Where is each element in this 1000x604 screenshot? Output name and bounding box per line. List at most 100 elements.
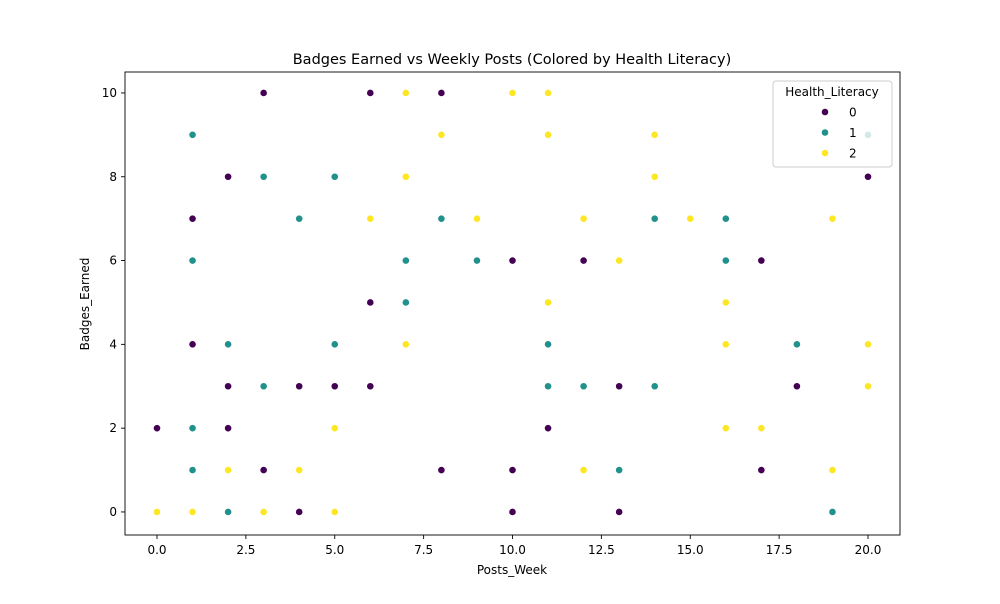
scatter-point <box>188 424 197 433</box>
scatter-point <box>721 340 730 349</box>
scatter-point <box>330 382 339 391</box>
scatter-point <box>401 89 410 97</box>
scatter-point <box>153 424 161 433</box>
scatter-point <box>544 340 552 349</box>
scatter-point <box>650 130 659 139</box>
scatter-point <box>473 256 481 265</box>
legend-title: Health_Literacy <box>785 85 879 99</box>
scatter-point <box>401 172 410 181</box>
x-axis-label: Posts_Week <box>477 563 547 577</box>
scatter-point <box>259 89 268 97</box>
scatter-point <box>330 340 339 349</box>
scatter-point <box>828 466 837 474</box>
scatter-point <box>259 466 268 474</box>
scatter-point <box>437 130 446 139</box>
scatter-point <box>828 214 837 223</box>
scatter-point <box>864 382 872 391</box>
x-axis-ticks: 0.0 2.5 5.0 7.5 10.0 12.5 15.0 17.5 20.0 <box>147 535 881 557</box>
scatter-point <box>295 382 304 391</box>
legend-marker <box>821 108 829 116</box>
scatter-point <box>153 508 161 516</box>
scatter-point <box>721 424 730 433</box>
x-tick-label: 5.0 <box>325 543 344 557</box>
scatter-point <box>366 214 375 223</box>
scatter-point <box>508 508 517 516</box>
legend-label: 0 <box>849 106 857 120</box>
scatter-point <box>259 172 268 181</box>
scatter-point <box>721 298 730 307</box>
x-tick-label: 12.5 <box>588 543 615 557</box>
chart-title: Badges Earned vs Weekly Posts (Colored b… <box>293 52 732 68</box>
scatter-point <box>864 340 872 349</box>
legend-label: 1 <box>849 126 857 140</box>
y-tick-label: 4 <box>109 337 117 351</box>
scatter-point <box>224 382 232 391</box>
scatter-point <box>401 298 410 307</box>
legend-label: 2 <box>849 147 857 161</box>
scatter-point <box>330 424 339 433</box>
scatter-point <box>721 256 730 265</box>
scatter-point <box>579 466 588 474</box>
scatter-point <box>828 508 837 516</box>
x-tick-label: 2.5 <box>236 543 255 557</box>
scatter-point <box>401 340 410 349</box>
x-tick-label: 0.0 <box>147 543 166 557</box>
scatter-point <box>188 508 197 516</box>
y-tick-label: 6 <box>109 254 117 268</box>
scatter-point <box>615 382 624 391</box>
plot-area-frame <box>124 71 901 536</box>
scatter-point <box>295 508 304 516</box>
scatter-point <box>757 424 766 433</box>
scatter-point <box>259 382 268 391</box>
scatter-point <box>366 298 375 307</box>
scatter-point <box>579 214 588 223</box>
scatter-point <box>188 214 197 223</box>
scatter-point <box>615 256 624 265</box>
scatter-point <box>188 130 197 139</box>
scatter-point <box>437 466 446 474</box>
scatter-point <box>757 256 766 265</box>
scatter-point <box>295 466 304 474</box>
scatter-point <box>579 382 588 391</box>
scatter-point <box>508 89 517 97</box>
scatter-point <box>366 89 375 97</box>
y-tick-label: 8 <box>109 170 117 184</box>
y-axis-ticks: 0 2 4 6 8 10 <box>102 86 125 519</box>
legend-marker <box>821 128 829 137</box>
scatter-point <box>544 89 552 97</box>
x-tick-label: 15.0 <box>677 543 704 557</box>
legend-box <box>772 80 893 168</box>
scatter-point <box>259 508 268 516</box>
x-tick-label: 7.5 <box>414 543 433 557</box>
scatter-point <box>615 508 624 516</box>
scatter-point <box>544 298 552 307</box>
scatter-point <box>188 466 197 474</box>
scatter-point <box>224 508 232 516</box>
legend-marker <box>821 149 829 157</box>
scatter-point <box>295 214 304 223</box>
scatter-point <box>544 382 552 391</box>
scatter-point <box>224 424 232 433</box>
scatter-point <box>579 256 588 265</box>
y-axis-label: Badges_Earned <box>78 258 92 351</box>
x-tick-label: 17.5 <box>766 543 793 557</box>
scatter-point <box>793 382 801 391</box>
scatter-point <box>366 382 375 391</box>
scatter-point <box>224 172 232 181</box>
scatter-point <box>544 130 552 139</box>
x-tick-label: 20.0 <box>855 543 882 557</box>
scatter-point <box>615 466 624 474</box>
x-tick-label: 10.0 <box>499 543 526 557</box>
y-tick-label: 2 <box>109 421 117 435</box>
y-tick-label: 0 <box>109 505 117 519</box>
scatter-point <box>224 340 232 349</box>
plot-points-layer <box>153 89 872 516</box>
scatter-point <box>508 466 517 474</box>
scatter-point <box>224 466 232 474</box>
scatter-point <box>686 214 695 223</box>
scatter-point <box>473 214 481 223</box>
legend: Health_Literacy 0 1 2 <box>772 80 893 168</box>
scatter-point <box>401 256 410 265</box>
